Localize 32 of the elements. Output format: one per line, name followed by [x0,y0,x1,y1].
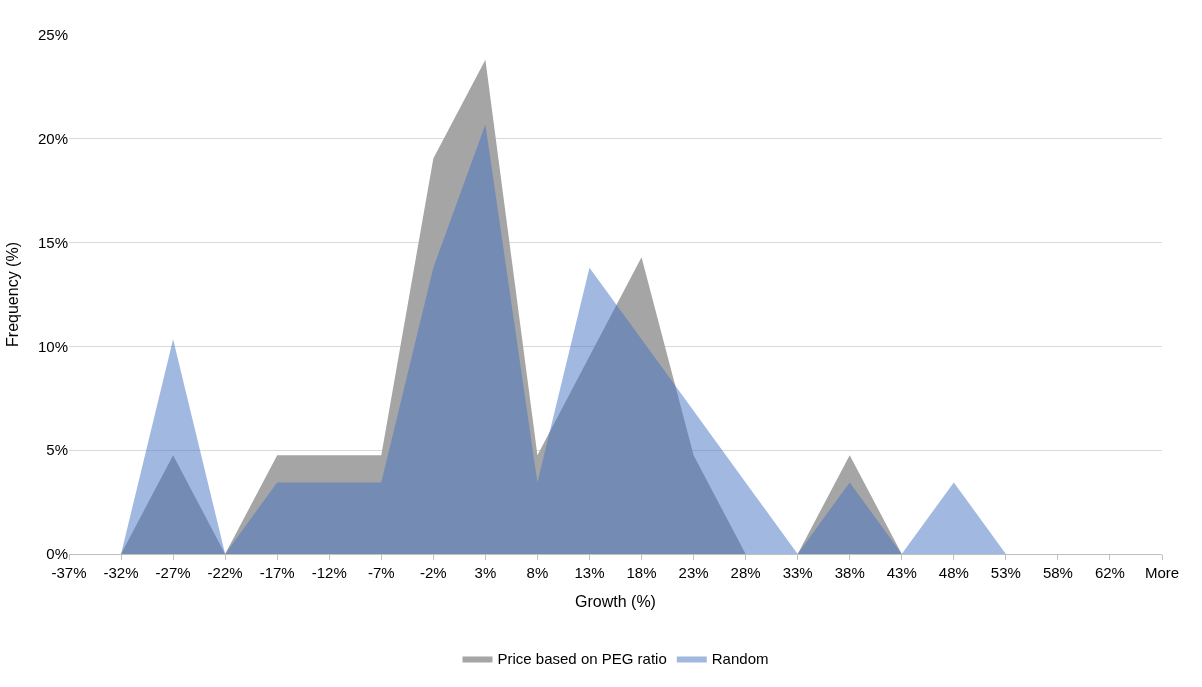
legend-label: Price based on PEG ratio [497,650,667,668]
x-tick-label: 33% [782,564,813,581]
y-tick-label: 0% [46,545,68,563]
x-tick-label: 38% [834,564,865,581]
x-tick-label: -2% [419,564,447,581]
x-tick-label: 23% [678,564,709,581]
x-tick-label: 58% [1042,564,1073,581]
x-tick-label: -32% [103,564,139,581]
x-tick-label: 53% [990,564,1021,581]
legend-label: Random [711,650,769,668]
x-tick-label: -7% [367,564,395,581]
y-tick-label: 25% [37,26,68,44]
y-tick-label: 5% [46,441,68,459]
x-tick-label: 8% [526,564,549,581]
x-tick-label: -22% [207,564,243,581]
x-tick-label: -12% [311,564,347,581]
x-tick-label: 18% [626,564,657,581]
x-tick-label: 43% [886,564,917,581]
x-tick-label: 3% [474,564,497,581]
x-tick-label: More [1144,564,1180,581]
y-axis-title: Frequency (%) [3,242,21,347]
x-axis-title: Growth (%) [575,592,656,610]
x-tick-label: 48% [938,564,969,581]
x-tick-label: 28% [730,564,761,581]
x-tick-label: 62% [1094,564,1125,581]
y-tick-label: 15% [37,233,68,251]
y-tick-label: 20% [37,130,68,148]
y-tick-label: 10% [37,337,68,355]
x-tick-label: -27% [155,564,191,581]
x-tick-label: 13% [574,564,605,581]
x-tick-label: -37% [51,564,87,581]
x-tick-label: -17% [259,564,295,581]
